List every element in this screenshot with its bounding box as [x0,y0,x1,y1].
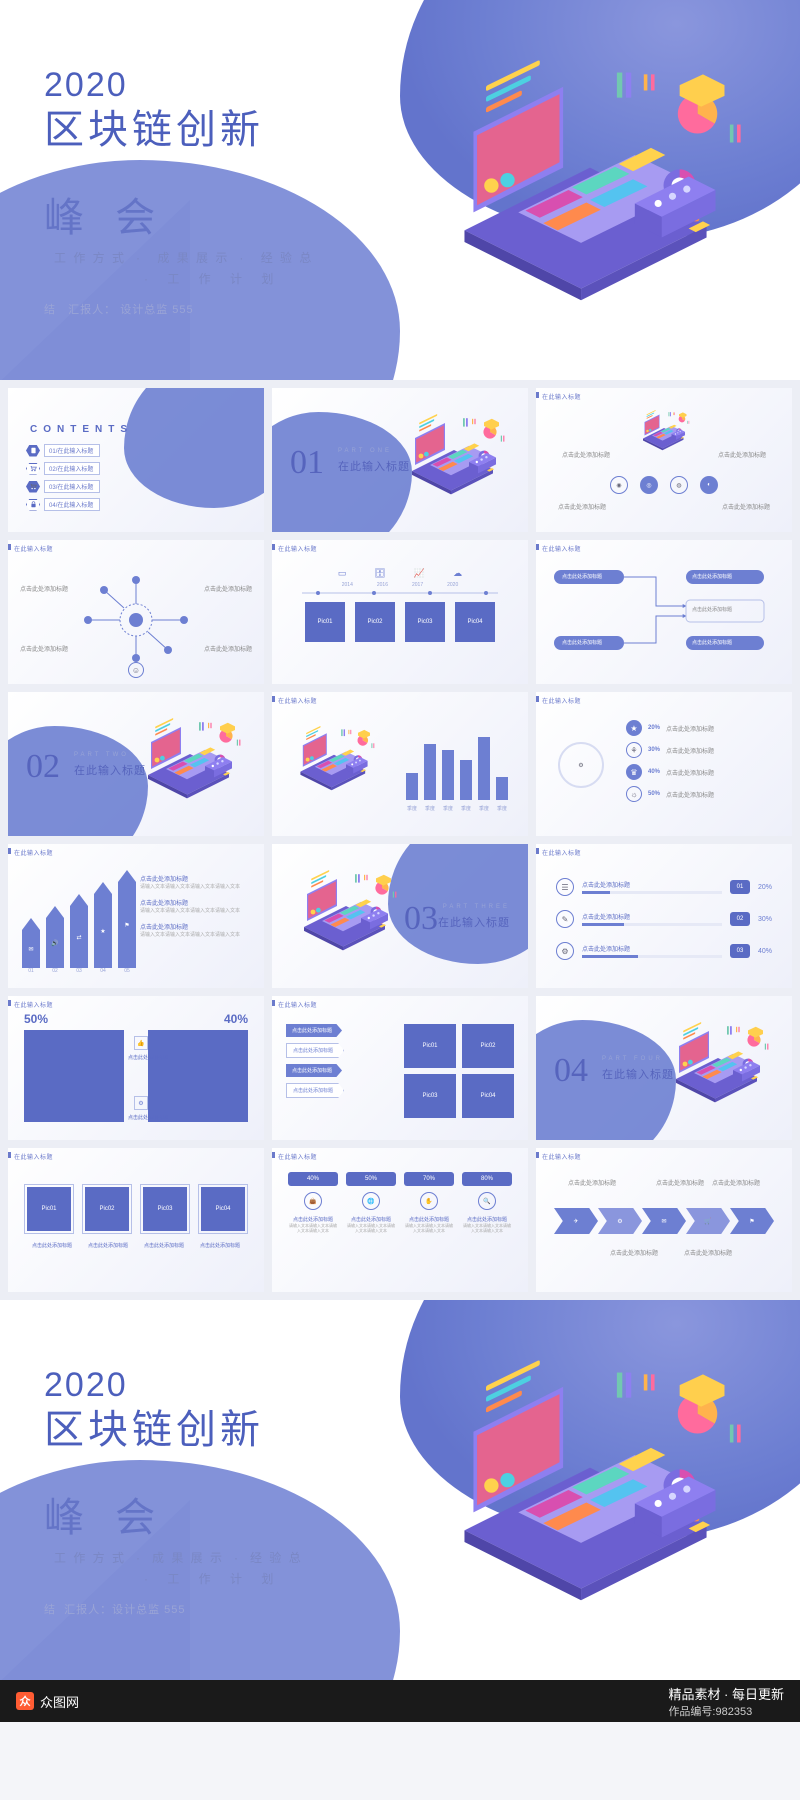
thumb-arrow-bars: 在此输入标题 ✉01 🔊02 ⇄03 ★04 ⚑05 点击此处添加标题请输入文本… [8,844,264,988]
arrow-bar: ✉01 [22,918,40,974]
brand-name: 众图网 [40,1692,79,1711]
thumb-timeline: 在此输入标题 ▭🗄📈☁ 2014201620172020 Pic01 Pic02… [272,540,528,684]
contents-item: 04/在此输入标题 [26,498,100,511]
bar [424,744,436,800]
thumb-radial-icons: 在此输入标题 ◉ ◎ ◍ ◐ 点击此处添加标题 点击此处添加标题 点击此处添加标… [536,388,792,532]
watermark-footer: 众 众图网 精品素材 · 每日更新 作品编号:982353 [0,1680,800,1722]
circle-icon: ◎ [640,476,658,494]
mini-illustration [658,1022,778,1112]
thumb-section-04: 04 PART FOUR 在此输入标题 [536,996,792,1140]
thumb-chevrons: 在此输入标题 ✈ ⚙ ✉ 🛒 ⚑ 点击此处添加标题 点击此处添加标题 点击此处添… [536,1148,792,1292]
hero-copy: 2020 区块链创新 峰 会 工 作 方 式· 成 果 展 示· 经 验 总 ·… [44,66,323,317]
thumb-section-01: 01 PART ONE 在此输入标题 [272,388,528,532]
thumb-pic-row: 在此输入标题 Pic01 Pic02 Pic03 Pic04 点击此处添加标题 … [8,1148,264,1292]
gear-icon: ⚙ [558,742,604,788]
hero-title: 区块链创新 [44,105,323,155]
mini-illustration [286,870,406,960]
pic-box: Pic01 [305,602,345,642]
cart-icon [26,481,40,493]
contents-item: 03/在此输入标题 [26,480,100,493]
hero-tags-line2: · 工 作 计 划 [144,270,323,287]
brand-logo: 众 众图网 [16,1692,79,1711]
bar [460,760,472,800]
hero-slide-closing: 2020 区块链创新 峰 会 工 作 方 式·成 果 展 示·经 验 总 · 工… [0,1300,800,1680]
thumb-pct-list: 在此输入标题 ⚙ ★20%点击此处添加标题 ⚘30%点击此处添加标题 ♛40%点… [536,692,792,836]
circle-icon: ◉ [610,476,628,494]
hero-tag: 成 果 展 示 [157,251,229,265]
circle-icon: ◐ [700,476,718,494]
hero-tag: 经 验 总 [261,251,314,265]
thumb-hub-spoke: 在此输入标题 点击此处添加标题 点击此处添加标题 点击此处添加标题 点击此处添加… [8,540,264,684]
hero-reporter: 结 汇报人： 设计总监 555 [44,301,323,317]
bar [496,777,508,800]
thumb-flow: 在此输入标题 点击此处添加标题 点击此处添加标题 点击此处添加标题 点击此处添加… [536,540,792,684]
hero-slide: 2020 区块链创新 峰 会 工 作 方 式· 成 果 展 示· 经 验 总 ·… [0,0,800,380]
mini-illustration [634,410,694,456]
pic-box: Pic04 [455,602,495,642]
bar [442,750,454,800]
hero-tags: 工 作 方 式· 成 果 展 示· 经 验 总 [44,249,323,266]
cloud-icon: ☁ [453,568,462,579]
thumbnail-grid: CONTENTS 01/在此输入标题 02/在此输入标题 03/在此输入标题 0… [0,380,800,1300]
thumb-two-pct: 在此输入标题 50% 40% 👍 ⚙ 点击此处添加标题 点击此处添加标题 [8,996,264,1140]
thumb-pct-cols: 在此输入标题 40%👜点击此处添加标题请输入文本请输入文本请输入文本请输入文本 … [272,1148,528,1292]
hero-subtitle: 峰 会 [44,185,323,243]
doc-icon [26,445,40,457]
arrow-bar: ⇄03 [70,894,88,974]
thumb-contents: CONTENTS 01/在此输入标题 02/在此输入标题 03/在此输入标题 0… [8,388,264,532]
contents-item: 02/在此输入标题 [26,462,100,475]
hero-tag: 工 作 方 式 [54,251,126,265]
bar [406,773,418,800]
contents-heading: CONTENTS [30,424,133,435]
brand-slogan: 精品素材 · 每日更新 [668,1687,784,1702]
pic-box: Pic02 [355,602,395,642]
arrow-bar: ★04 [94,882,112,974]
hero-illustration [400,60,780,320]
thumb-tabs-pics: 在此输入标题 点击此处添加标题 点击此处添加标题 点击此处添加标题 点击此处添加… [272,996,528,1140]
chart-icon: 📈 [414,568,425,579]
thumb-bar-chart: 在此输入标题 季度季度季度季度季度季度 [272,692,528,836]
contents-list: 01/在此输入标题 02/在此输入标题 03/在此输入标题 04/在此输入标题 [26,444,100,511]
lock-icon [26,499,40,511]
mini-illustration [130,718,250,808]
wallet-icon: ▭ [338,568,347,579]
db-icon: 🗄 [374,568,385,579]
thumb-progress3: 在此输入标题 ☰点击此处添加标题0120% ✎点击此处添加标题0230% ⚙点击… [536,844,792,988]
arrow-bar: ⚑05 [118,870,136,974]
thumb-section-02: 02 PART TWO 在此输入标题 [8,692,264,836]
arrow-bar: 🔊02 [46,906,64,974]
svg-text:众: 众 [20,1694,32,1708]
contents-item: 01/在此输入标题 [26,444,100,457]
circle-icon: ◍ [670,476,688,494]
user-icon: ☺ [128,662,144,678]
bar-chart: 季度季度季度季度季度季度 [400,722,514,812]
cart-icon [26,463,40,475]
thumb-section-03: 03 PART THREE 在此输入标题 [272,844,528,988]
mini-illustration [394,414,514,504]
section-part: PART ONE [338,448,392,454]
hero-year: 2020 [44,66,323,105]
bar [478,737,490,800]
pic-box: Pic03 [405,602,445,642]
blob-decor [124,388,264,508]
section-number: 01 [290,444,324,482]
